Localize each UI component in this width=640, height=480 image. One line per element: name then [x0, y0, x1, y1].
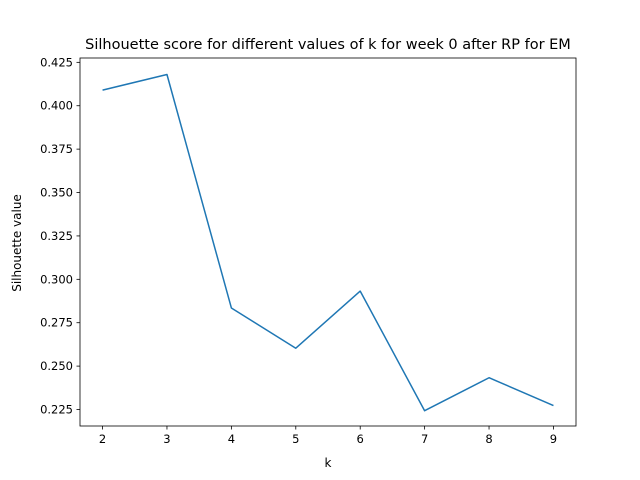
- y-tick-label: 0.325: [40, 229, 73, 243]
- y-tick-label: 0.275: [40, 316, 73, 330]
- x-tick-label: 2: [99, 432, 106, 446]
- y-tick-label: 0.225: [40, 403, 73, 417]
- y-axis-label: Silhouette value: [10, 194, 24, 292]
- x-axis-label: k: [325, 456, 332, 470]
- x-tick-label: 5: [292, 432, 299, 446]
- y-tick-label: 0.250: [40, 359, 73, 373]
- x-tick-label: 6: [357, 432, 364, 446]
- y-tick-label: 0.350: [40, 186, 73, 200]
- x-tick-label: 3: [163, 432, 170, 446]
- y-tick-label: 0.375: [40, 142, 73, 156]
- x-tick-label: 4: [228, 432, 235, 446]
- x-tick-label: 8: [485, 432, 492, 446]
- y-tick-label: 0.300: [40, 272, 73, 286]
- x-tick-label: 7: [421, 432, 428, 446]
- series-line-0: [102, 73, 554, 412]
- y-tick-label: 0.400: [40, 99, 73, 113]
- x-tick-label: 9: [550, 432, 557, 446]
- plot-area: 2 3 4 5 6 7 8 9 0.225 0.250 0.275 0.300 0.325 0.350 0.…: [40, 55, 577, 446]
- y-tick-label: 0.425: [40, 55, 73, 69]
- plot-frame: [79, 57, 577, 427]
- chart-title: Silhouette score for different values of…: [85, 37, 571, 53]
